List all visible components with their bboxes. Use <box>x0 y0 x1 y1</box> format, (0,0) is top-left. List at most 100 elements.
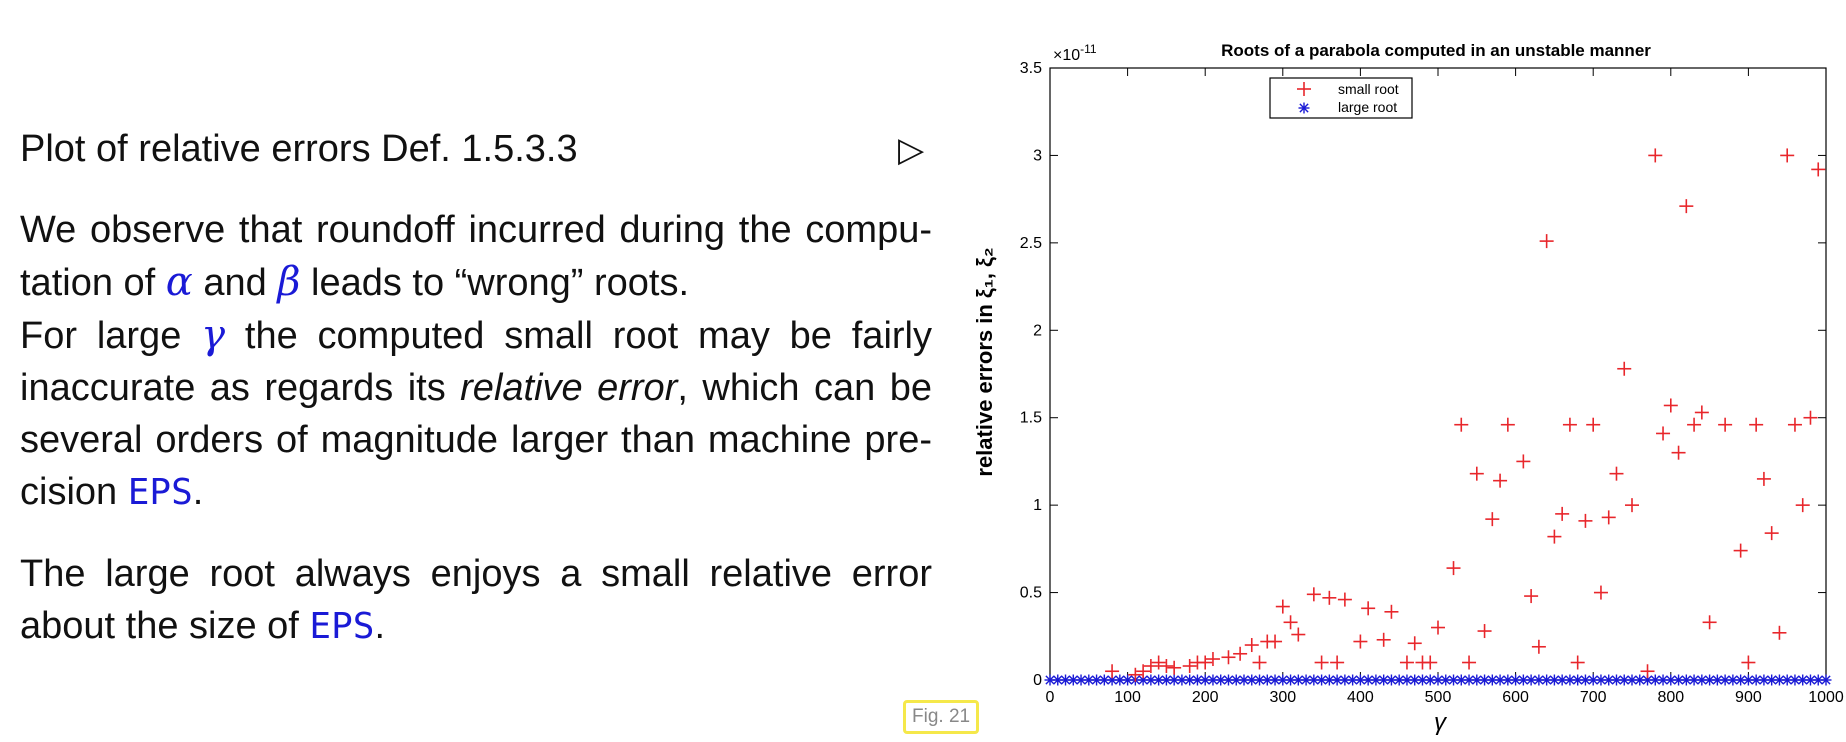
figure-label[interactable]: Fig. 21 <box>903 700 980 734</box>
x-tick-label: 900 <box>1735 689 1762 706</box>
small-root-point <box>1399 655 1414 670</box>
plot-frame <box>1049 67 1827 681</box>
small-root-point <box>1384 604 1399 619</box>
large-root-point <box>1704 674 1716 686</box>
paragraph-1: We observe that roundoff incurred during… <box>20 204 932 519</box>
y-tick-label: 2.5 <box>1020 235 1042 252</box>
small-root-point <box>1656 426 1671 441</box>
p2-period: . <box>374 605 386 647</box>
heading-text: Plot of relative errors Def. 1.5.3.3 <box>20 128 578 170</box>
play-triangle-icon[interactable]: ▷ <box>898 130 925 170</box>
large-root-point <box>1331 674 1343 686</box>
large-root-point <box>1525 674 1537 686</box>
small-root-point <box>1423 655 1438 670</box>
large-root-point <box>1642 674 1654 686</box>
small-root-point <box>1562 417 1577 432</box>
y-tick-label: 0.5 <box>1020 585 1042 602</box>
small-root-point <box>1694 405 1709 420</box>
gamma-symbol: γ <box>201 312 226 358</box>
relative-error-chart: 0 100 200 300 400 500 600 700 800 900 1000 0 0.5 1 1.5… <box>972 41 1844 736</box>
p2-text-a: The large root always enjoys a small rel… <box>20 553 932 647</box>
small-root-point <box>1811 162 1826 177</box>
small-root-point <box>1795 498 1810 513</box>
small-root-point <box>1539 234 1554 249</box>
heading: Plot of relative errors Def. 1.5.3.3 <box>20 128 578 171</box>
small-root-point <box>1221 650 1236 665</box>
small-root-point <box>1787 417 1802 432</box>
small-root-point <box>1407 636 1422 651</box>
y-tick-label: 3.5 <box>1020 60 1042 77</box>
y-axis-label: relative errors in ξ₁, ξ₂ <box>972 247 997 476</box>
legend-small-root: small root <box>1338 81 1399 97</box>
small-root-point <box>1702 615 1717 630</box>
small-root-point <box>1555 506 1570 521</box>
eps-link-2[interactable]: EPS <box>309 606 375 647</box>
x-tick-label: 800 <box>1657 689 1684 706</box>
y-tick-label: 2 <box>1033 322 1042 339</box>
y-tick-label: 0 <box>1033 672 1042 689</box>
small-root-point <box>1454 417 1469 432</box>
small-root-point <box>1493 473 1508 488</box>
large-root-point <box>1610 674 1622 686</box>
small-root-point <box>1601 510 1616 525</box>
small-root-point <box>1586 417 1601 432</box>
small-root-point <box>1516 454 1531 469</box>
small-root-point <box>1524 589 1539 604</box>
large-root-point <box>1696 674 1708 686</box>
small-root-point <box>1151 655 1166 670</box>
small-root-point <box>1578 513 1593 528</box>
small-root-point <box>1718 417 1733 432</box>
small-root-point <box>1570 655 1585 670</box>
y-tick-label: 1.5 <box>1020 410 1042 427</box>
small-root-point <box>1167 660 1182 675</box>
small-root-point <box>1283 615 1298 630</box>
small-root-point <box>1593 585 1608 600</box>
large-root-point <box>1603 674 1615 686</box>
large-root-point <box>1448 674 1460 686</box>
small-root-point <box>1105 664 1120 679</box>
small-root-point <box>1625 498 1639 513</box>
small-root-point <box>1136 664 1151 679</box>
small-root-point <box>1485 512 1500 527</box>
small-root-point <box>1233 646 1248 661</box>
large-root-point <box>1486 674 1498 686</box>
small-root-point <box>1531 639 1546 654</box>
x-tick-label: 300 <box>1269 689 1296 706</box>
legend-large-root-marker <box>1298 102 1310 114</box>
y-scale-multiplier: ×10-11 <box>1053 42 1097 64</box>
small-root-point <box>1143 659 1158 674</box>
small-root-point <box>1198 655 1213 670</box>
small-root-point <box>1500 417 1515 432</box>
large-root-point <box>1370 674 1382 686</box>
eps-link[interactable]: EPS <box>127 472 193 513</box>
large-root-point <box>1153 674 1165 686</box>
small-root-point <box>1205 652 1220 667</box>
large-root-point <box>1300 674 1312 686</box>
small-root-point <box>1446 561 1461 576</box>
small-root-point <box>1462 655 1477 670</box>
y-tick-label: 3 <box>1033 147 1042 164</box>
x-tick-label: 200 <box>1192 689 1219 706</box>
large-root-point <box>1626 674 1638 686</box>
x-tick-label: 600 <box>1502 689 1529 706</box>
chart-title: Roots of a parabola computed in an unsta… <box>1221 41 1651 60</box>
small-root-point <box>1687 417 1702 432</box>
small-root-point <box>1671 445 1686 460</box>
large-root-point <box>1207 674 1219 686</box>
beta-symbol: β <box>277 259 301 305</box>
x-tick-label: 1000 <box>1808 689 1844 706</box>
large-root-point <box>1114 674 1126 686</box>
large-root-point <box>1673 674 1685 686</box>
small-root-point <box>1648 148 1663 163</box>
large-root-point <box>1145 674 1157 686</box>
small-root-point <box>1322 590 1337 605</box>
large-root-point <box>1044 674 1056 686</box>
small-root-point <box>1756 471 1771 486</box>
relative-error-term: relative error <box>460 367 678 409</box>
p1-text-b: leads to “wrong” roots. <box>300 262 690 304</box>
small-root-point <box>1275 599 1290 614</box>
small-root-point <box>1609 466 1624 481</box>
small-root-point <box>1361 601 1376 616</box>
small-root-point <box>1291 627 1306 642</box>
small-root-point <box>1431 620 1445 635</box>
